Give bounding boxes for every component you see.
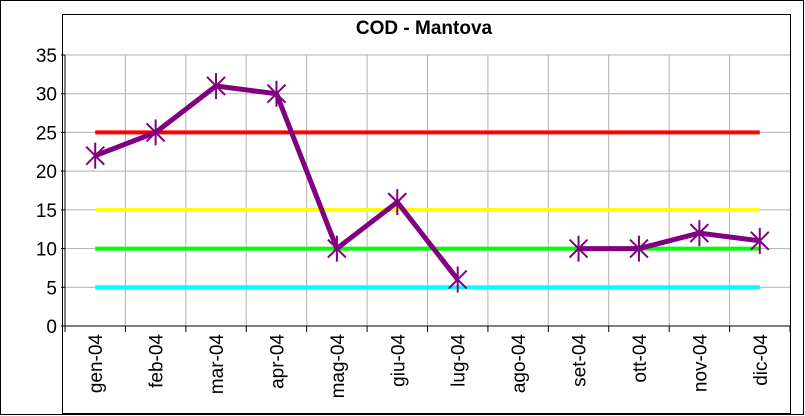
x-tick-label: lug-04 <box>449 334 470 387</box>
marker <box>206 72 226 99</box>
y-tick-label: 30 <box>36 85 57 106</box>
marker <box>387 189 407 216</box>
x-tick-label: giu-04 <box>388 334 409 387</box>
marker <box>689 220 710 247</box>
data-line <box>578 230 761 252</box>
y-tick-label: 0 <box>46 317 57 338</box>
x-tick-label: mar-04 <box>207 334 228 395</box>
marker <box>266 80 287 107</box>
x-tick-label: gen-04 <box>86 334 107 394</box>
chart-title: COD - Mantova <box>356 18 493 39</box>
x-tick-label: set-04 <box>570 334 591 387</box>
y-tick-label: 15 <box>36 201 57 222</box>
marker <box>629 235 649 262</box>
marker <box>568 235 589 262</box>
x-tick-label: ott-04 <box>630 334 651 383</box>
y-tick-label: 20 <box>36 162 57 183</box>
x-tick-label: nov-04 <box>690 334 711 393</box>
marker <box>85 142 105 169</box>
y-tick-label: 10 <box>36 240 57 261</box>
x-tick-label: apr-04 <box>267 334 288 389</box>
marker <box>750 227 770 254</box>
marker <box>448 266 468 293</box>
y-tick-label: 25 <box>36 123 57 144</box>
x-tick-label: feb-04 <box>147 334 168 388</box>
x-tick-label: ago-04 <box>509 334 530 394</box>
x-tick-label: mag-04 <box>328 334 349 399</box>
plot-border <box>62 14 791 414</box>
marker <box>145 119 166 146</box>
marker <box>327 235 347 262</box>
y-tick-label: 35 <box>36 46 57 67</box>
y-tick-label: 5 <box>46 278 57 299</box>
x-tick-label: dic-04 <box>751 334 772 386</box>
